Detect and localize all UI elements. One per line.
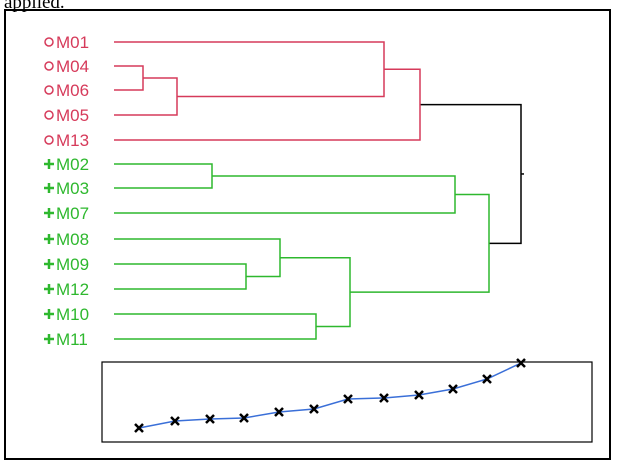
leaf-label-m05: M05	[56, 106, 89, 125]
x-icon	[414, 390, 424, 400]
x-icon	[309, 404, 319, 414]
x-icon	[379, 393, 389, 403]
leaf-label-m06: M06	[56, 81, 89, 100]
dendrogram-link	[420, 103, 522, 245]
x-icon	[448, 384, 458, 394]
leaf-label-m13: M13	[56, 131, 89, 150]
x-icon	[134, 423, 144, 433]
dendrogram-frame	[4, 9, 611, 460]
dendrogram-link	[114, 175, 456, 214]
plus-marker-icon	[44, 259, 54, 269]
plus-marker-icon	[44, 208, 54, 218]
leaf-label-m02: M02	[56, 155, 89, 174]
circle-marker-icon	[44, 37, 54, 47]
dendrogram-link	[114, 68, 421, 141]
leaf-label-m04: M04	[56, 57, 89, 76]
x-icon	[274, 407, 284, 417]
leaf-label-m11: M11	[56, 330, 88, 349]
plus-marker-icon	[44, 234, 54, 244]
dendrogram-link	[280, 257, 351, 328]
dendrogram-link	[114, 41, 385, 98]
x-icon	[343, 394, 353, 404]
dendrogram-link	[114, 238, 281, 278]
leaf-label-m03: M03	[56, 179, 89, 198]
dendrogram-link	[114, 77, 178, 116]
plus-marker-icon	[44, 284, 54, 294]
plus-marker-icon	[44, 309, 54, 319]
leaf-label-m07: M07	[56, 204, 89, 223]
circle-marker-icon	[44, 110, 54, 120]
x-icon	[482, 374, 492, 384]
circle-marker-icon	[44, 135, 54, 145]
dendrogram-link	[114, 65, 144, 91]
leaf-label-m12: M12	[56, 280, 89, 299]
leaf-label-m01: M01	[56, 33, 89, 52]
circle-marker-icon	[44, 61, 54, 71]
plus-marker-icon	[44, 159, 54, 169]
leaf-label-m09: M09	[56, 255, 89, 274]
trend-series	[134, 358, 526, 433]
circle-marker-icon	[44, 85, 54, 95]
dendrogram-link	[114, 263, 247, 290]
x-icon	[239, 413, 249, 423]
trend-inset	[101, 361, 593, 443]
dendrogram-links	[114, 41, 524, 340]
x-icon	[170, 416, 180, 426]
leaf-label-m10: M10	[56, 305, 89, 324]
dendrogram-link	[350, 193, 490, 293]
plus-marker-icon	[44, 183, 54, 193]
x-icon	[516, 358, 526, 368]
dendrogram-link	[114, 313, 317, 340]
x-icon	[205, 414, 215, 424]
trend-line	[138, 362, 522, 429]
leaf-label-m08: M08	[56, 230, 89, 249]
leaf-labels: M01 M04 M06 M05 M13 M02 M03 M07 M08 M09 M12 M10 M11	[44, 33, 89, 349]
plus-marker-icon	[44, 334, 54, 344]
dendrogram-link	[114, 163, 213, 189]
